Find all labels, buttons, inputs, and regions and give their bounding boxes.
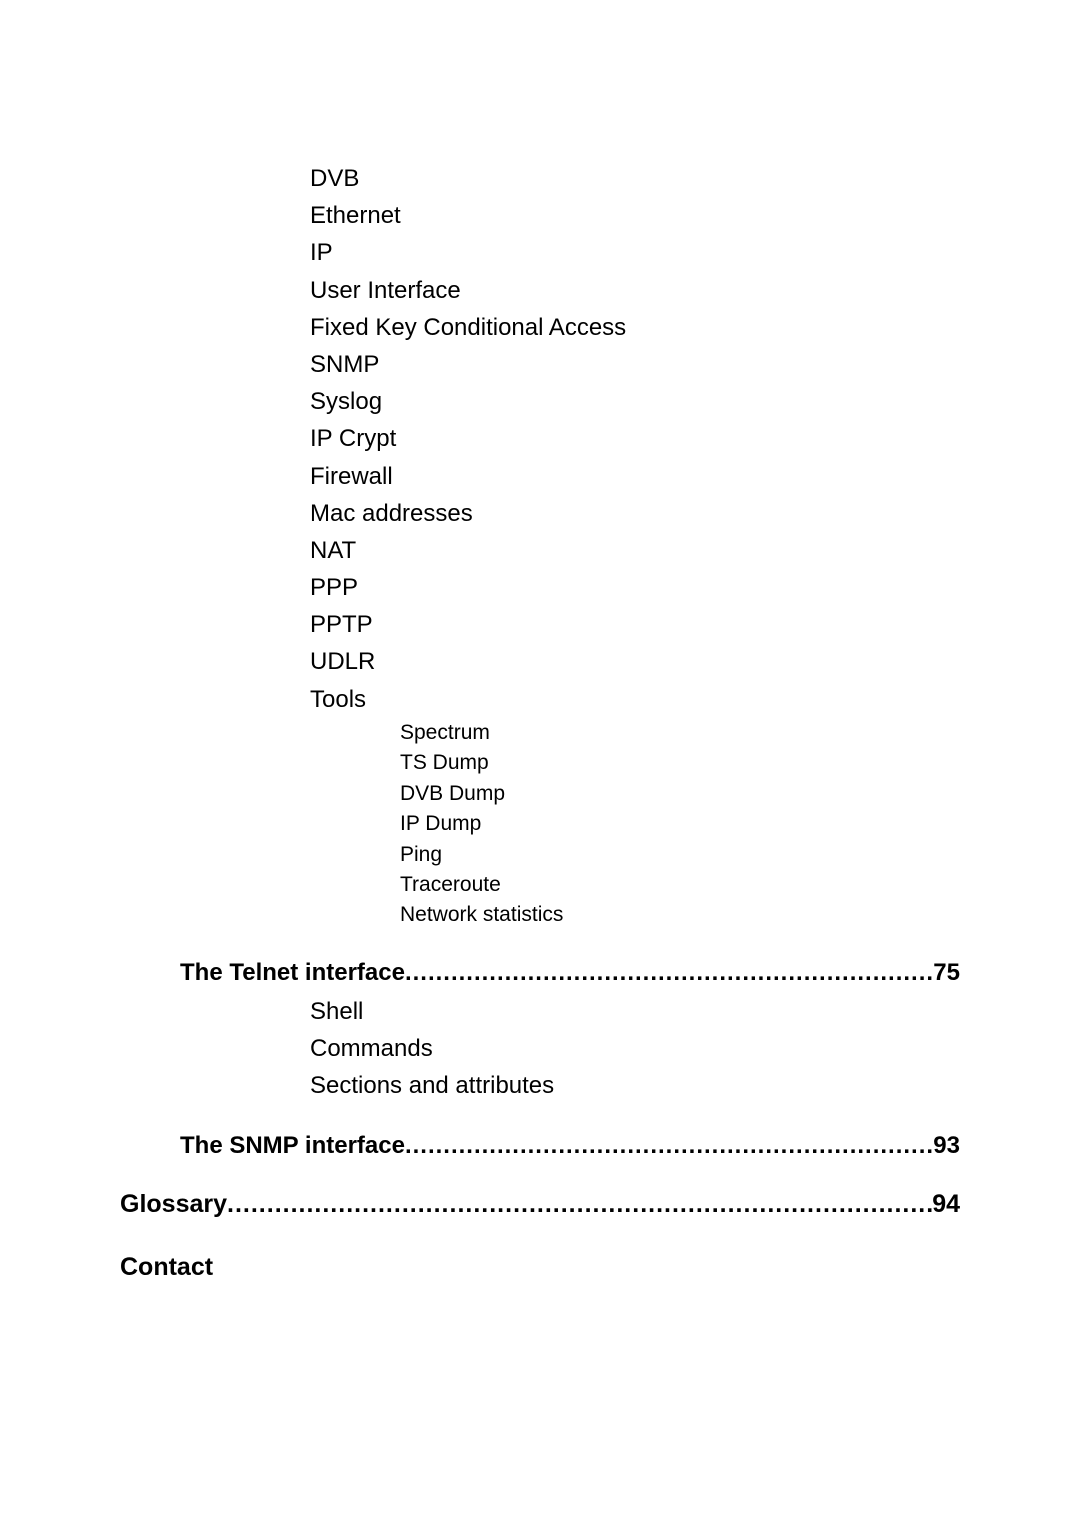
leader-dots: ........................................… — [405, 959, 933, 987]
section-title: Glossary — [120, 1190, 227, 1219]
toc-item: Fixed Key Conditional Access — [310, 309, 960, 346]
toc-item: Firewall — [310, 458, 960, 495]
section-page: 93 — [933, 1132, 960, 1160]
toc-item: Commands — [310, 1030, 960, 1067]
toc-subitem: IP Dump — [400, 809, 960, 839]
toc-item: Ethernet — [310, 197, 960, 234]
section-page: 94 — [932, 1190, 960, 1219]
section-title: The Telnet interface — [180, 959, 405, 987]
leader-dots: ........................................… — [227, 1190, 932, 1219]
toc-section-glossary: Glossary ...............................… — [120, 1190, 960, 1219]
toc-item: UDLR — [310, 643, 960, 680]
toc-section-telnet: The Telnet interface ...................… — [180, 959, 960, 987]
toc-section-snmp: The SNMP interface .....................… — [180, 1132, 960, 1160]
section-title: The SNMP interface — [180, 1132, 405, 1160]
toc-subitem: DVB Dump — [400, 779, 960, 809]
toc-item: Tools — [310, 681, 960, 718]
toc-section-contact: Contact — [120, 1253, 960, 1282]
toc-item: NAT — [310, 532, 960, 569]
toc-item: IP — [310, 234, 960, 271]
toc-item: User Interface — [310, 272, 960, 309]
toc-subitem: Traceroute — [400, 870, 960, 900]
toc-item: Mac addresses — [310, 495, 960, 532]
toc-item: Sections and attributes — [310, 1067, 960, 1104]
toc-item: DVB — [310, 160, 960, 197]
toc-item: IP Crypt — [310, 420, 960, 457]
toc-subitem: Spectrum — [400, 718, 960, 748]
toc-subitem: TS Dump — [400, 748, 960, 778]
toc-item: PPP — [310, 569, 960, 606]
toc-subitem: Ping — [400, 840, 960, 870]
toc-item: Syslog — [310, 383, 960, 420]
page-content: DVB Ethernet IP User Interface Fixed Key… — [0, 0, 1080, 1282]
section-page: 75 — [933, 959, 960, 987]
toc-item: Shell — [310, 993, 960, 1030]
toc-item: SNMP — [310, 346, 960, 383]
toc-item: PPTP — [310, 606, 960, 643]
leader-dots: ........................................… — [405, 1132, 933, 1160]
toc-subitem: Network statistics — [400, 900, 960, 930]
